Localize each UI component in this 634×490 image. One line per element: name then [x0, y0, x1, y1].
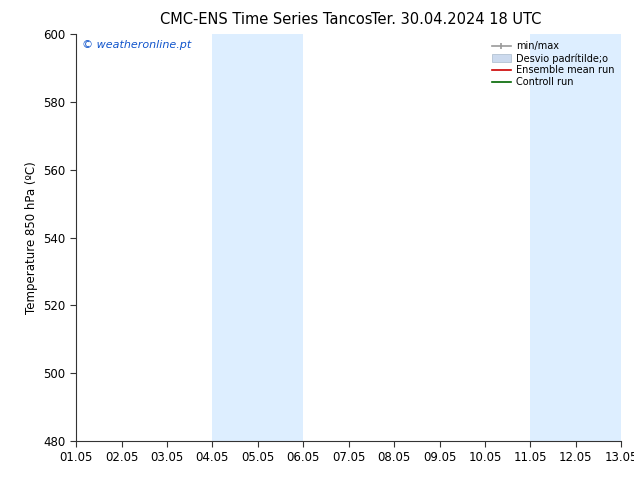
Text: © weatheronline.pt: © weatheronline.pt [82, 40, 191, 50]
Bar [212, 34, 303, 441]
Bar [531, 34, 621, 441]
Legend: min/max, Desvio padrítilde;o, Ensemble mean run, Controll run: min/max, Desvio padrítilde;o, Ensemble m… [489, 39, 616, 89]
Y-axis label: Temperature 850 hPa (ºC): Temperature 850 hPa (ºC) [25, 161, 38, 314]
Text: CMC-ENS Time Series Tancos: CMC-ENS Time Series Tancos [160, 12, 373, 27]
Text: Ter. 30.04.2024 18 UTC: Ter. 30.04.2024 18 UTC [372, 12, 541, 27]
